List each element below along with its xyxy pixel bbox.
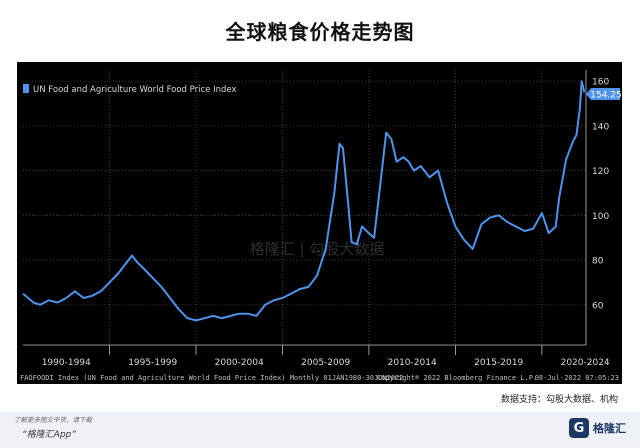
axes: 60 80 100 120 140 160 1990-1994 1995-1999 2000-2… [23,70,622,368]
source-caption: 数据支持：勾股大数据、机构 [500,395,618,405]
last-value-flag [586,88,620,101]
y-tick-label: 140 [592,122,609,132]
series [22,80,586,322]
info-mid: Copyright® 2022 Bloomberg Finance L.P. [377,374,537,382]
x-tick-label: 1995-1999 [128,358,177,368]
chart-panel: 格隆汇 | 勾股大数据 60 80 100 120 140 160 1990-1994 199… [17,62,622,384]
logo-icon: G [569,418,589,438]
y-tick-label: 100 [592,212,609,222]
x-tick-label: 1990-1994 [42,358,91,368]
watermark-text: 格隆汇 | 勾股大数据 [250,240,385,258]
footer [0,412,640,448]
legend-swatch [23,84,29,93]
page-title: 全球粮食价格走势图 [225,20,415,44]
logo-text: 格隆汇 [593,422,626,435]
line-chart: 格隆汇 | 勾股大数据 60 80 100 120 140 160 1990-1994 199… [20,70,622,382]
legend-label: UN Food and Agriculture World Food Price… [33,85,237,95]
info-bar: FAOFOODI Index (UN Food and Agriculture … [20,374,619,382]
footer-note: 了解更多图文干货，请下载 [14,416,92,424]
y-tick-label: 60 [592,301,604,311]
y-tick-label: 160 [592,78,609,88]
y-tick-label: 80 [592,257,604,267]
x-tick-label: 2020-2024 [561,358,610,368]
last-value-label: 154.25 [590,91,622,101]
info-right: 08-Jul-2022 07:05:23 [535,374,619,382]
x-tick-label: 2005-2009 [301,358,350,368]
x-tick-label: 2010-2014 [388,358,437,368]
info-left: FAOFOODI Index (UN Food and Agriculture … [20,374,404,382]
series-line [22,80,586,322]
x-tick-label: 2000-2004 [215,358,264,368]
footer-logo: G 格隆汇 [569,418,626,438]
y-tick-label: 120 [592,167,609,177]
footer-app-name: “格隆汇App” [22,430,76,440]
watermark: 格隆汇 | 勾股大数据 [250,240,385,258]
x-tick-label: 2015-2019 [474,358,523,368]
legend: UN Food and Agriculture World Food Price… [23,84,237,95]
grid [23,70,586,345]
